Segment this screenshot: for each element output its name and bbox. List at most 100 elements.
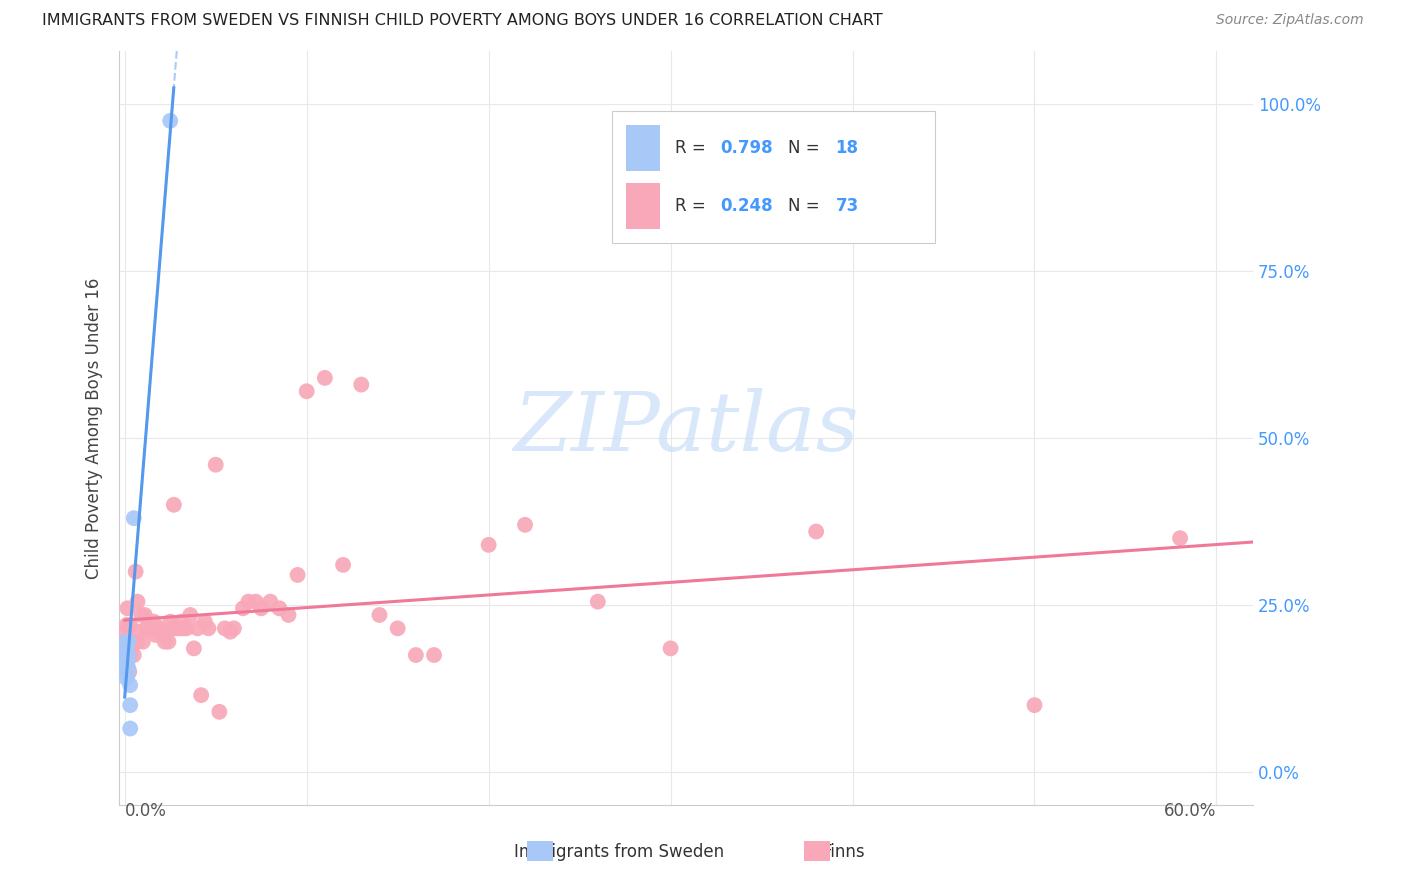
Point xyxy=(115,645,138,659)
FancyBboxPatch shape xyxy=(613,111,935,244)
Point xyxy=(115,618,138,632)
Point xyxy=(159,615,181,629)
Text: ZIPatlas: ZIPatlas xyxy=(513,388,859,468)
Point xyxy=(350,377,373,392)
Point xyxy=(513,517,536,532)
Point xyxy=(1168,531,1191,545)
Point xyxy=(179,607,201,622)
Point xyxy=(148,621,170,635)
Point xyxy=(117,648,139,662)
Point xyxy=(115,658,138,673)
Point xyxy=(214,621,236,635)
Text: R =: R = xyxy=(675,197,710,215)
Point xyxy=(190,688,212,702)
Point xyxy=(120,648,142,662)
Point xyxy=(120,698,142,713)
Text: Source: ZipAtlas.com: Source: ZipAtlas.com xyxy=(1216,13,1364,28)
Text: 0.798: 0.798 xyxy=(720,139,773,157)
Point xyxy=(139,621,162,635)
Bar xyxy=(626,126,659,170)
Point xyxy=(277,607,299,622)
Text: R =: R = xyxy=(675,139,710,157)
Point xyxy=(478,538,501,552)
Point xyxy=(117,661,139,675)
Point xyxy=(169,621,191,635)
Point xyxy=(295,384,318,399)
Y-axis label: Child Poverty Among Boys Under 16: Child Poverty Among Boys Under 16 xyxy=(86,277,103,579)
Point xyxy=(120,722,142,736)
Point xyxy=(659,641,682,656)
Point xyxy=(124,565,146,579)
Point xyxy=(405,648,427,662)
Text: N =: N = xyxy=(789,139,825,157)
Text: Finns: Finns xyxy=(823,843,865,861)
Point xyxy=(314,371,336,385)
Point xyxy=(259,594,281,608)
Point xyxy=(150,624,173,639)
Point xyxy=(160,621,183,635)
Text: 18: 18 xyxy=(835,139,859,157)
Point xyxy=(245,594,267,608)
Point xyxy=(186,621,208,635)
Point xyxy=(120,618,142,632)
Point xyxy=(222,621,245,635)
Point xyxy=(115,638,138,652)
Point xyxy=(115,651,138,665)
Point xyxy=(117,668,139,682)
Point xyxy=(115,661,138,675)
Point xyxy=(114,634,136,648)
Point xyxy=(368,607,391,622)
Point xyxy=(115,672,138,686)
Point xyxy=(114,624,136,639)
Point xyxy=(132,634,155,648)
Text: N =: N = xyxy=(789,197,825,215)
Point xyxy=(1024,698,1046,713)
Point xyxy=(117,634,139,648)
Point xyxy=(142,615,165,629)
Text: 73: 73 xyxy=(835,197,859,215)
Point xyxy=(250,601,273,615)
Point xyxy=(129,607,152,622)
Point xyxy=(176,621,198,635)
Point xyxy=(163,498,186,512)
Point xyxy=(114,661,136,675)
Point xyxy=(197,621,219,635)
Point xyxy=(208,705,231,719)
Point xyxy=(387,621,409,635)
Text: 60.0%: 60.0% xyxy=(1164,803,1216,821)
Point xyxy=(114,648,136,662)
Point xyxy=(121,638,143,652)
Point xyxy=(269,601,291,615)
Point xyxy=(122,511,145,525)
Point xyxy=(127,594,149,608)
Point xyxy=(172,621,194,635)
Point xyxy=(135,621,157,635)
Point xyxy=(183,641,205,656)
Point xyxy=(128,624,150,639)
Point xyxy=(423,648,446,662)
Point xyxy=(117,634,139,648)
Point xyxy=(194,615,217,629)
Text: IMMIGRANTS FROM SWEDEN VS FINNISH CHILD POVERTY AMONG BOYS UNDER 16 CORRELATION : IMMIGRANTS FROM SWEDEN VS FINNISH CHILD … xyxy=(42,13,883,29)
Point xyxy=(238,594,260,608)
Point xyxy=(118,665,141,679)
Point xyxy=(159,113,181,128)
Point xyxy=(138,621,160,635)
Point xyxy=(804,524,827,539)
Point xyxy=(146,624,169,639)
Point xyxy=(157,634,180,648)
Point xyxy=(120,678,142,692)
Point xyxy=(134,607,156,622)
Point xyxy=(219,624,242,639)
Point xyxy=(114,634,136,648)
Point xyxy=(165,621,187,635)
Point xyxy=(287,568,309,582)
Point xyxy=(141,621,163,635)
Point xyxy=(145,628,167,642)
Point xyxy=(117,648,139,662)
Point xyxy=(332,558,354,572)
Point xyxy=(115,648,138,662)
Point xyxy=(170,615,193,629)
Point xyxy=(117,655,139,669)
Point xyxy=(122,648,145,662)
